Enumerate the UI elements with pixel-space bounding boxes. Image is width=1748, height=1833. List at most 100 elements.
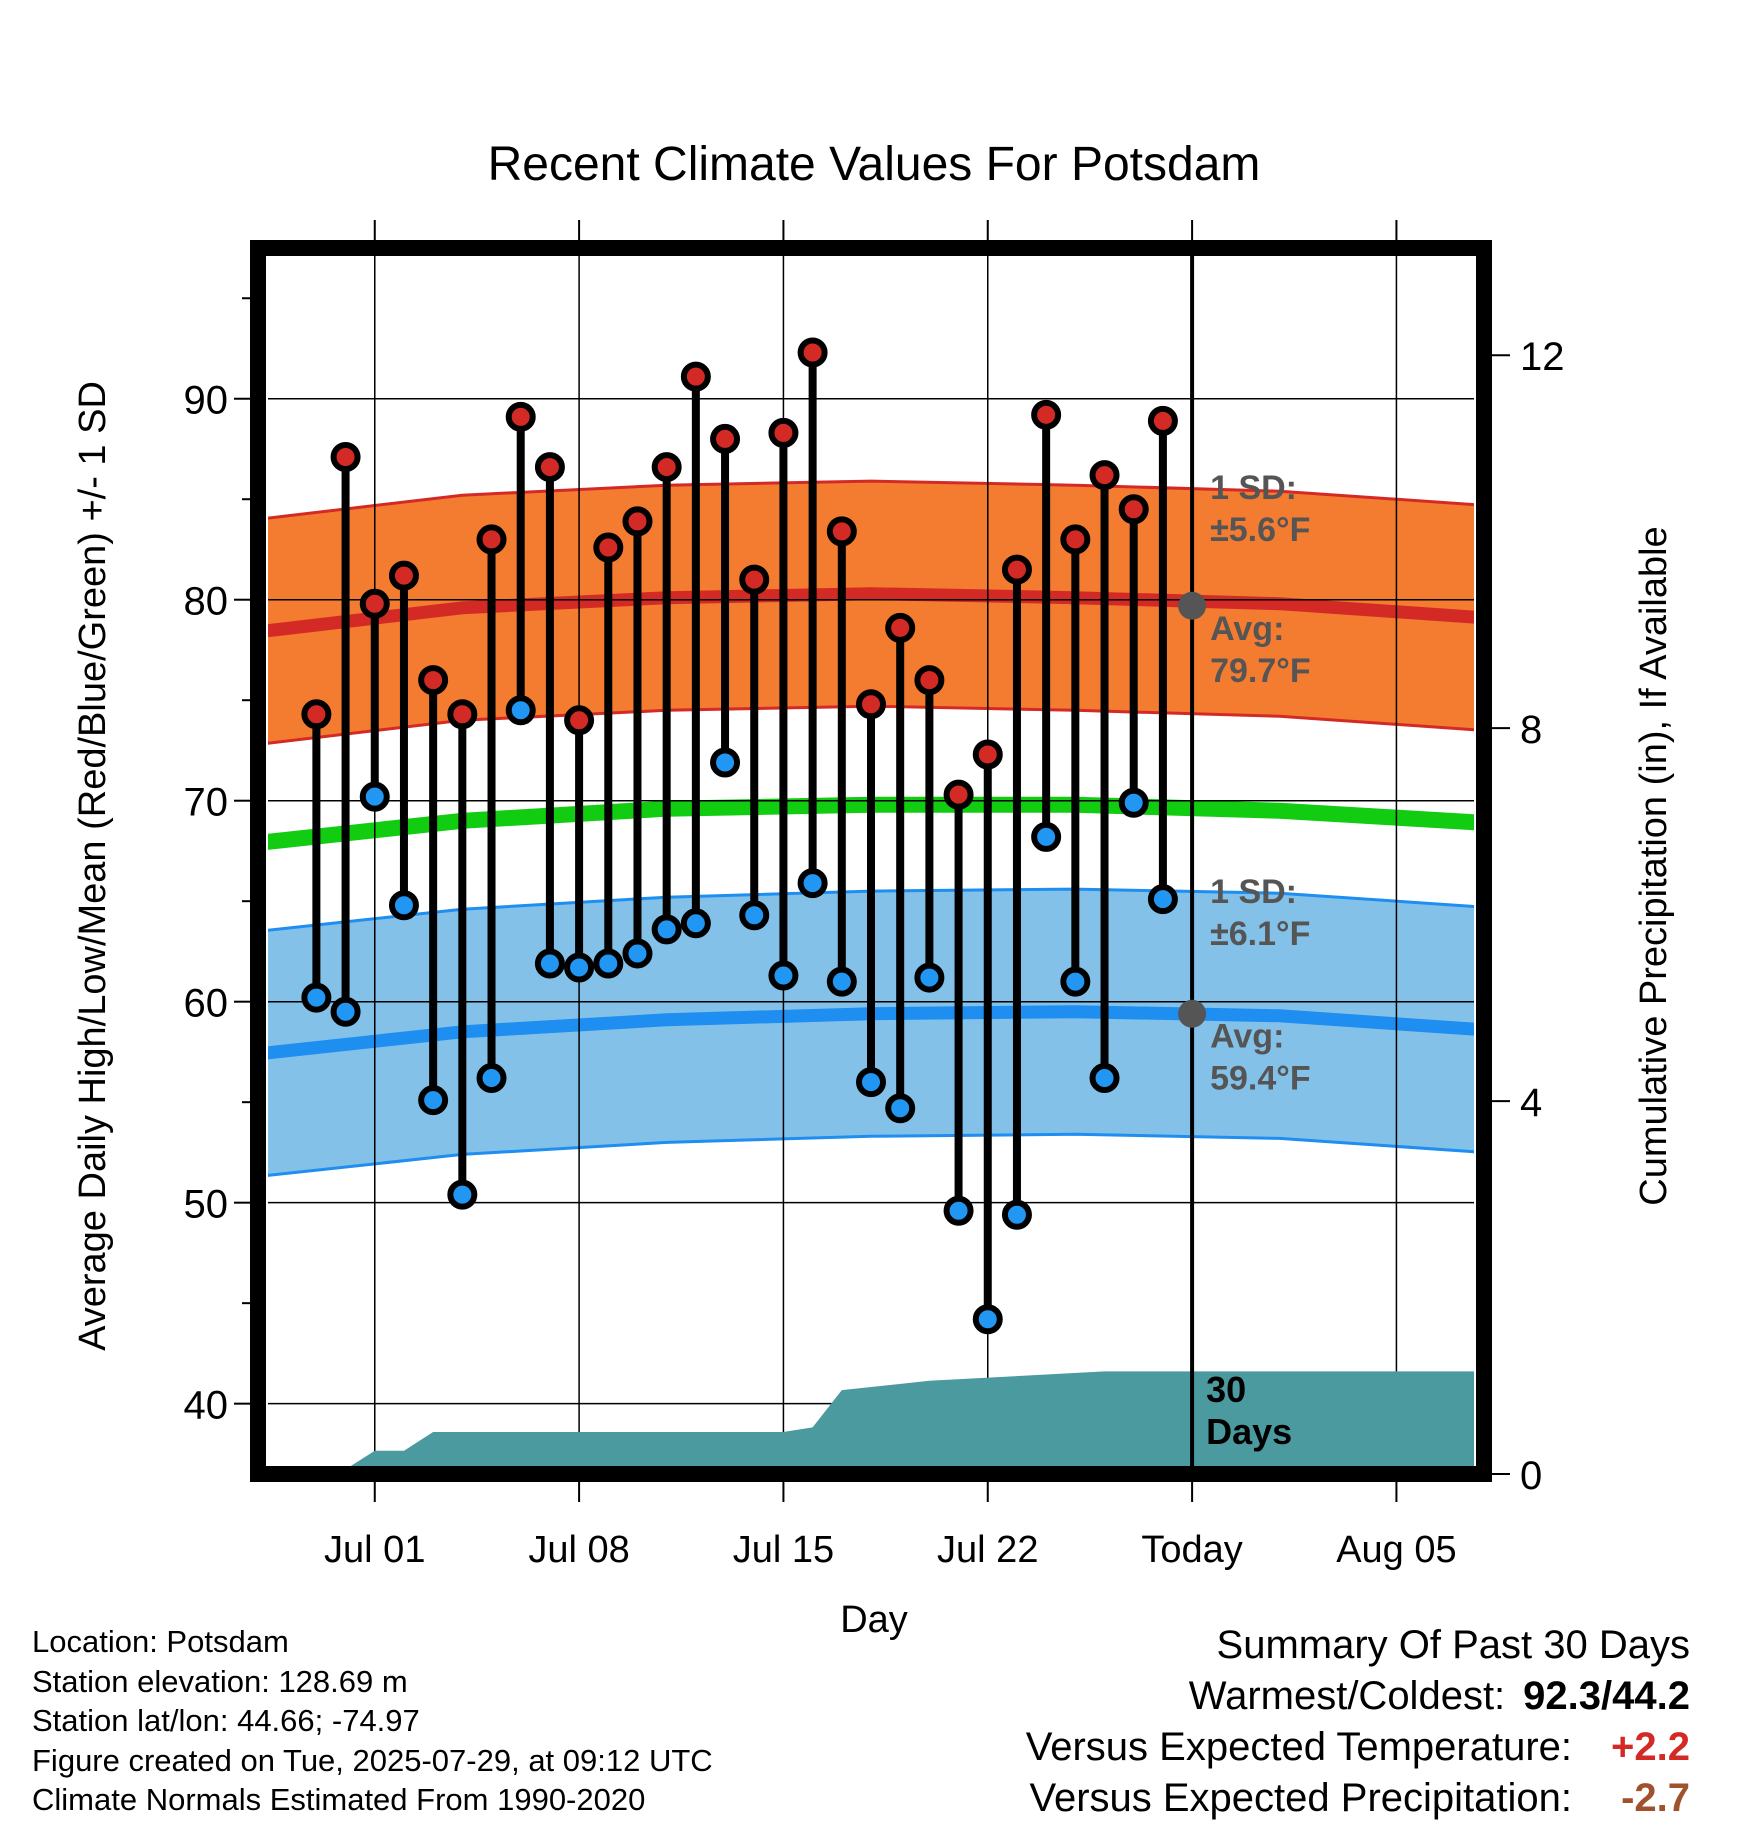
obs-high-point xyxy=(1089,460,1120,491)
obs-high-point xyxy=(622,506,653,537)
summary-title: Summary Of Past 30 Days xyxy=(1216,1623,1690,1667)
obs-high-point xyxy=(972,739,1003,770)
avg-high-label: Avg: xyxy=(1210,610,1284,648)
avg-high-line xyxy=(268,587,1474,638)
obs-low-point xyxy=(914,962,945,993)
obs-low-point xyxy=(1031,821,1062,852)
info-normals: Climate Normals Estimated From 1990-2020 xyxy=(32,1782,646,1817)
days-label-text: Days xyxy=(1206,1411,1292,1452)
y-tick-label: 50 xyxy=(184,1183,229,1227)
summary-temp-value: +2.2 xyxy=(1611,1725,1690,1769)
obs-high-point xyxy=(914,665,945,696)
obs-low-point xyxy=(972,1304,1003,1335)
obs-low-point xyxy=(651,914,682,945)
obs-high-point xyxy=(1031,399,1062,430)
avg-low-value: 59.4°F xyxy=(1210,1060,1311,1098)
summary-precip-label: Versus Expected Precipitation: xyxy=(1029,1776,1572,1820)
sd-high-label: 1 SD: xyxy=(1210,469,1297,507)
obs-low-point xyxy=(943,1195,974,1226)
y-tick-label: 40 xyxy=(184,1384,229,1428)
obs-low-point xyxy=(710,747,741,778)
summary-warmest-label: Warmest/Coldest: xyxy=(1188,1674,1506,1718)
info-created: Figure created on Tue, 2025-07-29, at 09… xyxy=(32,1742,713,1778)
sd-high-value: ±5.6°F xyxy=(1210,511,1310,549)
obs-high-point xyxy=(330,442,361,473)
sd-low-label: 1 SD: xyxy=(1210,873,1297,911)
obs-high-point xyxy=(651,452,682,483)
obs-low-point xyxy=(680,908,711,939)
obs-low-point xyxy=(1118,787,1149,818)
summary-temp: Versus Expected Temperature: +2.2 xyxy=(1026,1722,1690,1773)
summary-panel: Summary Of Past 30 Days Warmest/Coldest:… xyxy=(1026,1620,1690,1824)
obs-high-point xyxy=(1001,554,1032,585)
obs-high-point xyxy=(856,689,886,720)
obs-low-point xyxy=(1001,1199,1032,1230)
obs-high-point xyxy=(505,401,536,432)
plot-frame xyxy=(250,240,1492,1482)
y2-tick-label: 0 xyxy=(1520,1454,1542,1498)
obs-low-point xyxy=(622,938,653,969)
obs-low-point xyxy=(768,960,799,991)
obs-high-point xyxy=(797,337,828,368)
x-tick-label: Today xyxy=(1141,1529,1242,1571)
days-label-number: 30 xyxy=(1206,1369,1246,1410)
chart-title: Recent Climate Values For Potsdam xyxy=(488,138,1261,191)
y2-tick-label: 12 xyxy=(1520,335,1565,379)
obs-low-point xyxy=(1060,966,1091,997)
summary-precip-value: -2.7 xyxy=(1621,1776,1690,1820)
y-tick-label: 70 xyxy=(184,781,229,825)
obs-low-point xyxy=(593,948,624,979)
info-latlon: Station lat/lon: 44.66; -74.97 xyxy=(32,1703,420,1738)
x-tick-label: Jul 15 xyxy=(733,1529,834,1571)
obs-high-point xyxy=(564,705,595,736)
station-info: Location: Potsdam Station elevation: 128… xyxy=(32,1622,713,1820)
obs-high-point xyxy=(388,560,419,591)
x-tick-label: Aug 05 xyxy=(1336,1529,1456,1571)
obs-low-point xyxy=(885,1093,916,1124)
obs-high-point xyxy=(359,588,390,619)
summary-temp-label: Versus Expected Temperature: xyxy=(1025,1725,1572,1769)
obs-high-point xyxy=(301,699,332,730)
x-axis-label: Day xyxy=(840,1599,908,1641)
x-tick-label: Jul 01 xyxy=(324,1529,425,1571)
obs-low-point xyxy=(418,1085,449,1116)
obs-low-point xyxy=(797,868,828,899)
summary-precip: Versus Expected Precipitation: -2.7 xyxy=(1026,1773,1690,1824)
obs-low-point xyxy=(330,996,361,1027)
obs-low-point xyxy=(856,1067,886,1098)
y-tick-label: 60 xyxy=(184,982,229,1026)
obs-high-point xyxy=(418,665,449,696)
obs-high-point xyxy=(1147,405,1178,436)
precip-layer xyxy=(350,1371,1474,1466)
summary-warmest-value: 92.3/44.2 xyxy=(1523,1674,1690,1718)
y-tick-label: 90 xyxy=(184,379,229,423)
obs-high-point xyxy=(943,779,974,810)
obs-low-point xyxy=(447,1179,478,1210)
avg-high-today-point xyxy=(1178,591,1207,620)
frame-layer xyxy=(250,240,1492,1482)
obs-high-point xyxy=(1118,494,1149,525)
high-band-upper-edge xyxy=(268,479,1474,520)
y2-tick-label: 4 xyxy=(1520,1081,1542,1125)
obs-high-point xyxy=(447,699,478,730)
obs-low-point xyxy=(301,982,332,1013)
obs-low-point xyxy=(564,952,595,983)
obs-low-point xyxy=(1147,884,1178,915)
y-tick-label: 80 xyxy=(184,580,229,624)
precip-area xyxy=(350,1371,1474,1466)
avg-high-value: 79.7°F xyxy=(1210,652,1311,690)
obs-high-point xyxy=(680,361,711,392)
obs-low-point xyxy=(826,966,857,997)
high-band xyxy=(268,481,1474,744)
obs-high-point xyxy=(739,564,770,595)
obs-high-point xyxy=(768,417,799,448)
obs-low-point xyxy=(505,695,536,726)
y-axis-label: Average Daily High/Low/Mean (Red/Blue/Gr… xyxy=(72,381,114,1351)
obs-high-point xyxy=(593,532,624,563)
obs-high-point xyxy=(534,452,565,483)
obs-high-point xyxy=(1060,524,1091,555)
obs-high-point xyxy=(885,612,916,643)
